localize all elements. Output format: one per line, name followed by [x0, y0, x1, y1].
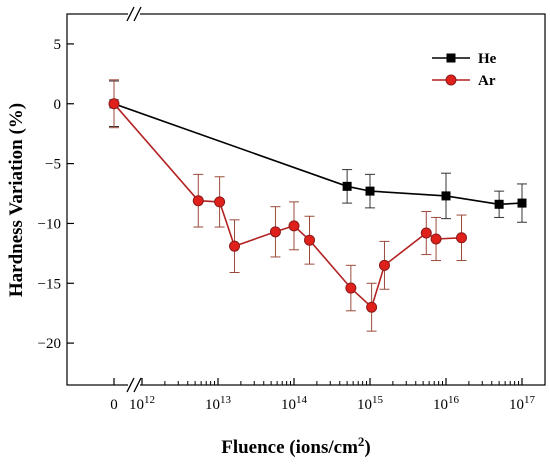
data-point [517, 198, 527, 208]
x-tick-label: 0 [110, 397, 118, 413]
x-tick-label: 1015 [357, 394, 384, 413]
x-tick-label: 1016 [433, 394, 460, 413]
data-point [108, 98, 120, 110]
y-tick-label: −15 [38, 276, 61, 292]
tick-layer: 5 0 −5 −10 −15 −20 0 1012 1013 1014 1015 1016 1017 [38, 37, 536, 413]
legend-marker [445, 74, 457, 86]
break-slash [126, 6, 135, 22]
legend-label: He [478, 51, 497, 67]
series-he [109, 80, 527, 223]
plot-frame [66, 13, 546, 386]
data-point [214, 196, 226, 208]
data-point [365, 186, 375, 196]
break-gap [128, 8, 140, 20]
data-point [229, 240, 241, 252]
legend-label: Ar [478, 73, 496, 89]
data-point [366, 301, 378, 313]
break-slash [126, 377, 135, 393]
y-tick-label: 0 [54, 97, 62, 113]
legend-marker [446, 53, 456, 63]
x-tick-label: 1013 [205, 394, 232, 413]
data-point [441, 191, 451, 201]
data-point [420, 227, 432, 239]
y-tick-label: 5 [54, 37, 62, 53]
legend: He Ar [432, 51, 497, 89]
series-line [113, 103, 523, 206]
series-ar [108, 79, 468, 332]
y-tick-label: −5 [45, 157, 61, 173]
data-point [192, 195, 204, 207]
x-axis-title: Fluence (ions/cm2) [221, 434, 371, 458]
data-point [342, 181, 352, 191]
break-slash [133, 6, 142, 22]
data-point [269, 226, 281, 238]
x-tick-label: 1014 [281, 394, 308, 413]
data-point [456, 232, 468, 244]
x-tick-label: 1012 [129, 394, 155, 413]
y-axis-title: Hardness Variation (%) [6, 103, 27, 297]
data-point [378, 259, 390, 271]
y-tick-label: −10 [38, 216, 61, 232]
data-point [288, 220, 300, 232]
series-line [113, 103, 462, 309]
data-point [345, 282, 357, 294]
data-point [304, 234, 316, 246]
break-gap [128, 379, 140, 391]
break-slash [133, 377, 142, 393]
series-layer [108, 79, 527, 332]
data-point [430, 233, 442, 245]
y-tick-label: −20 [38, 336, 61, 352]
axis-break [126, 6, 142, 393]
x-tick-label: 1017 [509, 394, 536, 413]
data-point [494, 199, 504, 209]
